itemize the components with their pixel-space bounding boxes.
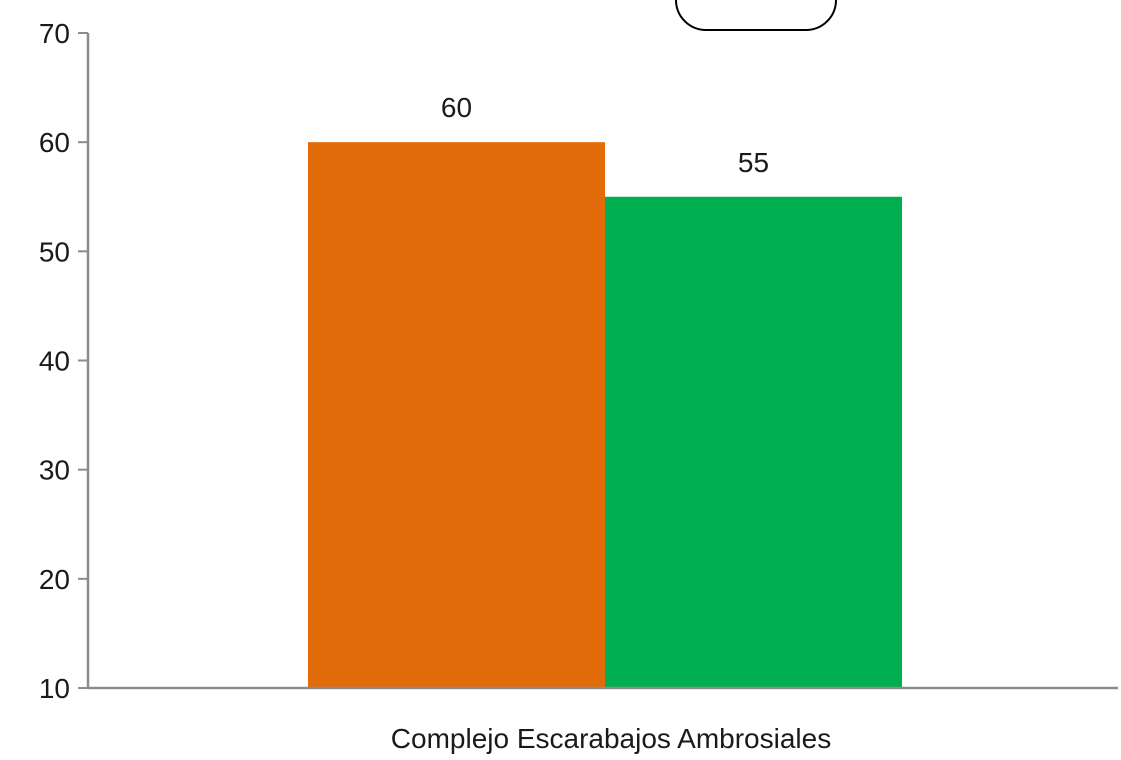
data-label-series-2: 55 [738, 147, 769, 178]
y-tick-label: 60 [39, 127, 70, 158]
y-tick-label: 40 [39, 346, 70, 377]
x-category-label: Complejo Escarabajos Ambrosiales [391, 723, 831, 754]
y-tick-label: 20 [39, 564, 70, 595]
data-label-series-1: 60 [441, 92, 472, 123]
y-tick-label: 70 [39, 18, 70, 49]
bar-series-2 [605, 196, 902, 688]
y-tick-label: 30 [39, 455, 70, 486]
y-tick-label: 50 [39, 236, 70, 267]
y-tick-label: 10 [39, 673, 70, 704]
bar-series-1 [308, 142, 605, 688]
legend-box [675, 0, 837, 31]
